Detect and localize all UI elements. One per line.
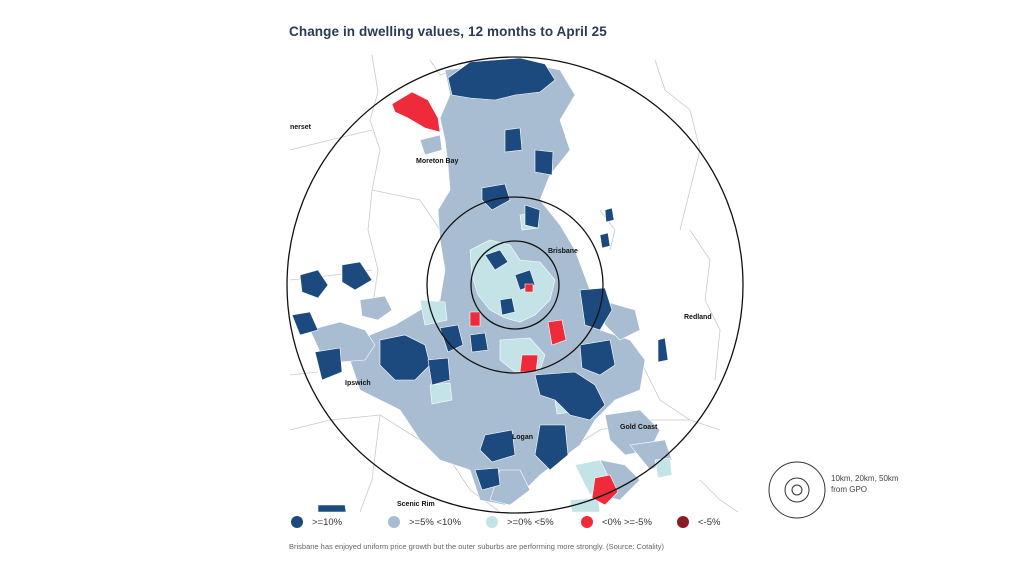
place-label-logan: Logan [512,434,533,441]
place-label-redland: Redland [684,314,712,321]
rings-legend-icon [768,461,826,519]
distance-rings [286,56,744,514]
ring-10km [470,240,560,330]
legend-swatch [677,516,689,528]
ring-50km [286,56,744,514]
ring-20km [426,196,604,374]
regions-10-plus [291,57,669,513]
place-label-gold-coast: Gold Coast [620,424,658,431]
legend-item-0-to-5: >=0% <5% [486,514,554,530]
place-label-ipswich: Ipswich [345,380,371,387]
legend-swatch [388,516,400,528]
rings-legend-note: 10km, 20km, 50km from GPO [831,474,899,494]
place-label-moreton-bay: Moreton Bay [416,158,459,165]
place-label-somerset: nerset [290,124,312,131]
legend-swatch [291,516,303,528]
map-title: Change in dwelling values, 12 months to … [289,24,607,39]
legend-swatch [486,516,498,528]
legend-label: >=5% <10% [409,516,462,528]
legend-item-5-to-10: >=5% <10% [388,514,461,530]
place-label-brisbane: Brisbane [548,248,578,255]
legend-item-0-to-minus5: <0% >=-5% [581,514,652,530]
legend-item-minus5: <-5% [677,514,720,530]
legend-item-10-plus: >=10% [291,514,342,530]
caption: Brisbane has enjoyed uniform price growt… [289,542,665,551]
legend-label: <0% >=-5% [602,516,652,528]
legend-label: >=0% <5% [507,516,554,528]
legend-label: <-5% [698,516,721,528]
legend-swatch [581,516,593,528]
place-label-scenic-rim: Scenic Rim [397,501,435,508]
legend-label: >=10% [312,516,343,528]
